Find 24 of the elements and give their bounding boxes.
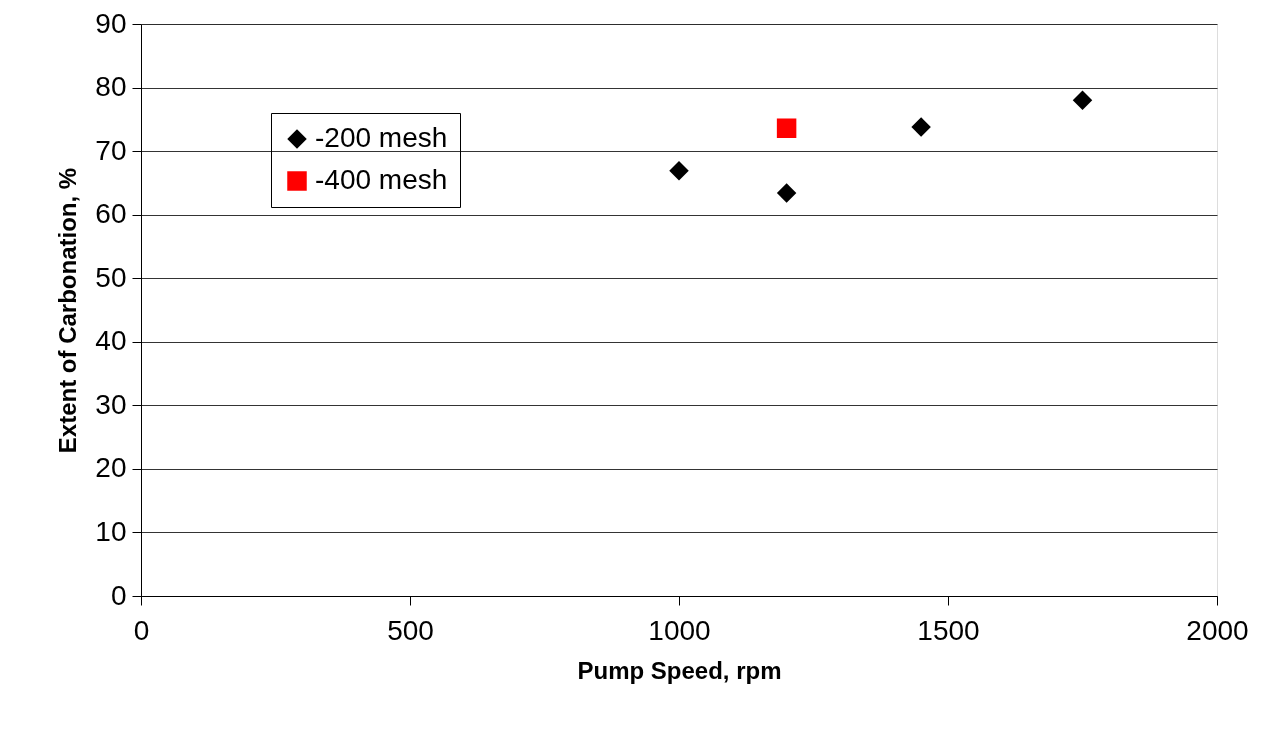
y-tick-label: 40 bbox=[95, 325, 127, 357]
x-axis-title: Pump Speed, rpm bbox=[577, 656, 782, 684]
legend-label: -200 mesh bbox=[315, 122, 448, 153]
y-tick-label: 80 bbox=[95, 71, 127, 103]
y-tick-label: 30 bbox=[95, 388, 127, 420]
y-tick-label: 20 bbox=[95, 452, 127, 484]
point bbox=[911, 117, 931, 137]
point bbox=[669, 161, 689, 181]
y-tick-label: 90 bbox=[95, 7, 127, 39]
point bbox=[776, 118, 797, 138]
y-tick-label: 10 bbox=[95, 515, 127, 547]
x-tick-label: 2000 bbox=[1186, 614, 1249, 646]
point bbox=[776, 183, 797, 203]
legend-label: -400 mesh bbox=[315, 164, 448, 195]
point bbox=[1072, 90, 1093, 111]
x-tick-label: 0 bbox=[133, 614, 150, 646]
y-tick-label: 0 bbox=[110, 579, 127, 611]
y-tick-label: 50 bbox=[95, 261, 127, 293]
x-tick-label: 500 bbox=[387, 614, 434, 646]
y-axis-title: Extent of Carbonation, % bbox=[54, 167, 82, 454]
y-tick-label: 70 bbox=[95, 134, 127, 166]
y-tick-label: 60 bbox=[95, 198, 127, 230]
x-tick-label: 1500 bbox=[917, 614, 980, 646]
x-tick-label: 1000 bbox=[648, 614, 711, 646]
